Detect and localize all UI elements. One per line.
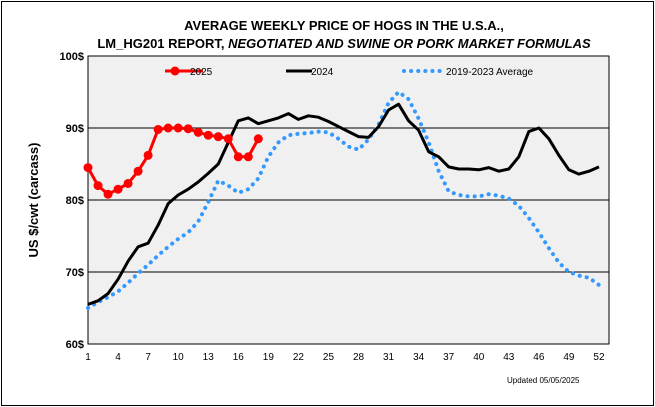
y-tick-label: 100$	[60, 51, 84, 63]
data-point	[113, 184, 123, 194]
y-axis-ticks: 60$ 70$ 80$ 90$ 100$	[60, 51, 84, 351]
series-2024	[87, 102, 600, 306]
x-tick-label: 40	[473, 352, 485, 363]
data-point	[243, 152, 253, 162]
legend-label-2024: 2024	[311, 67, 334, 78]
legend: 2025 2024 2019-2023 Average	[165, 66, 534, 78]
x-tick-label: 7	[145, 352, 151, 363]
y-tick-label: 90$	[66, 123, 84, 135]
x-tick-label: 13	[203, 352, 215, 363]
y-tick-label: 70$	[66, 267, 84, 279]
data-point	[183, 124, 193, 134]
x-tick-label: 28	[353, 352, 365, 363]
chart-title-line2-prefix: LM_HG201 REPORT,	[97, 36, 228, 51]
x-tick-label: 4	[115, 352, 121, 363]
data-point	[93, 181, 103, 191]
data-point	[153, 124, 163, 134]
legend-item-average: 2019-2023 Average	[402, 67, 534, 78]
legend-item-2025: 2025	[165, 66, 213, 78]
x-tick-label: 52	[593, 352, 605, 363]
legend-label-average: 2019-2023 Average	[446, 67, 534, 78]
y-axis-label: US $/cwt (carcass)	[26, 143, 41, 258]
data-point	[193, 127, 203, 137]
x-tick-label: 25	[323, 352, 335, 363]
y-tick-label: 80$	[66, 195, 84, 207]
series-line	[86, 90, 601, 310]
x-tick-label: 10	[173, 352, 185, 363]
data-point	[233, 152, 243, 162]
data-point	[83, 163, 93, 173]
x-tick-label: 37	[443, 352, 455, 363]
x-tick-label: 43	[503, 352, 515, 363]
chart-title-line1: AVERAGE WEEKLY PRICE OF HOGS IN THE U.S.…	[184, 18, 504, 33]
data-point	[163, 123, 173, 133]
data-point	[123, 178, 133, 188]
x-axis-ticks: 1 4 7 10 13 16 19 22 25 28 31 34 37 40 43 46 49 52	[85, 352, 605, 363]
x-tick-label: 16	[233, 352, 245, 363]
x-tick-label: 22	[293, 352, 305, 363]
updated-note: Updated 05/05/2025	[507, 376, 580, 385]
x-tick-label: 1	[85, 352, 91, 363]
data-point	[133, 166, 143, 176]
x-tick-label: 49	[563, 352, 575, 363]
data-point	[203, 130, 213, 140]
series-2019-2023-average	[86, 90, 601, 310]
chart-title-line2: LM_HG201 REPORT, NEGOTIATED AND SWINE OR…	[97, 36, 591, 51]
x-tick-label: 31	[383, 352, 395, 363]
legend-item-2024: 2024	[286, 67, 334, 78]
x-tick-label: 34	[413, 352, 425, 363]
data-point	[103, 189, 113, 199]
chart-title-line2-italic: NEGOTIATED AND SWINE OR PORK MARKET FORM…	[228, 36, 591, 51]
legend-marker-2025	[170, 66, 180, 76]
series-layer	[83, 90, 601, 310]
data-point	[213, 132, 223, 142]
data-point	[173, 123, 183, 133]
data-point	[143, 150, 153, 160]
series-2025	[83, 123, 263, 199]
x-tick-label: 46	[533, 352, 545, 363]
data-point	[223, 134, 233, 144]
y-tick-label: 60$	[66, 339, 84, 351]
legend-label-2025: 2025	[190, 67, 213, 78]
x-tick-label: 19	[263, 352, 275, 363]
series-line	[87, 102, 600, 306]
data-point	[253, 134, 263, 144]
